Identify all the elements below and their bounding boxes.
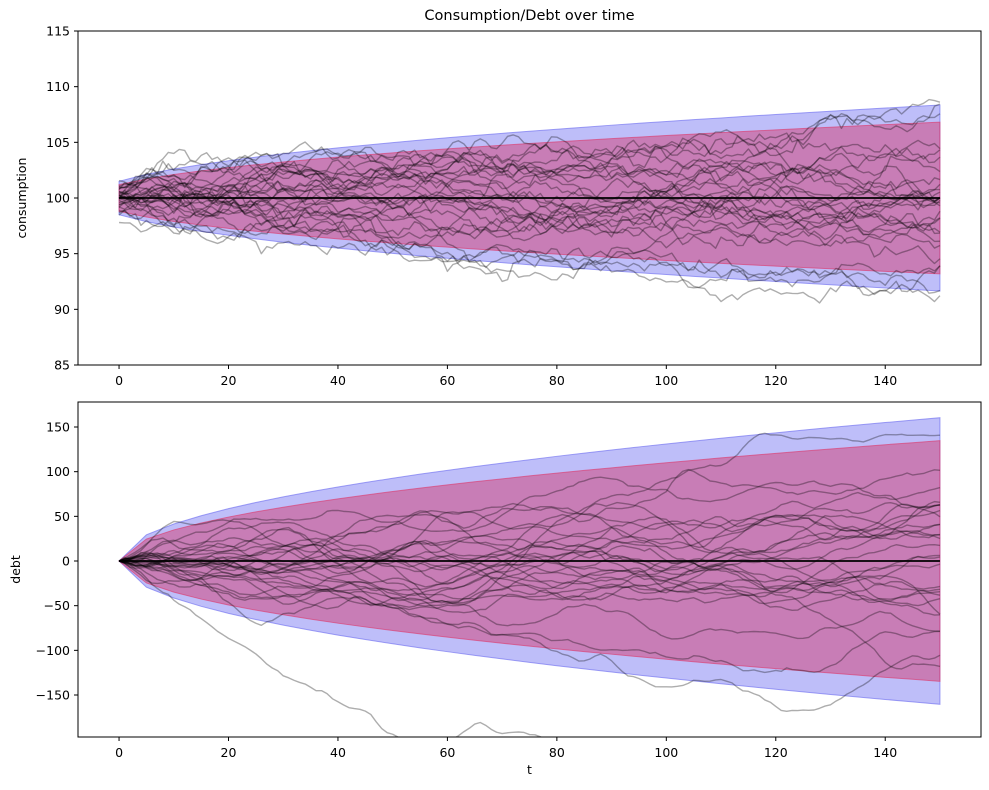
sample-path xyxy=(118,501,941,596)
sample-path xyxy=(118,504,940,604)
sample-path xyxy=(118,156,941,202)
x-tick-label: 0 xyxy=(115,373,123,388)
y-tick-label: −150 xyxy=(36,688,70,703)
sample-path xyxy=(118,184,941,231)
sample-path xyxy=(118,129,941,193)
sample-path xyxy=(118,476,941,565)
sample-path xyxy=(118,182,941,279)
y-tick-label: 150 xyxy=(46,420,70,435)
sample-path xyxy=(118,432,940,627)
sample-path xyxy=(118,161,941,233)
sample-path xyxy=(118,514,941,601)
x-tick-label: 60 xyxy=(439,373,455,388)
sample-path xyxy=(118,148,941,249)
bottom-y-axis-label: debt xyxy=(8,555,23,584)
y-tick-label: 95 xyxy=(54,246,70,261)
y-tick-label: 115 xyxy=(46,24,70,39)
x-tick-label: 0 xyxy=(115,745,123,760)
sample-path xyxy=(118,185,940,235)
sample-path xyxy=(118,552,941,601)
debt-plot-area xyxy=(118,417,941,737)
sample-path xyxy=(118,113,941,211)
sample-path xyxy=(118,134,941,198)
axes-frame xyxy=(77,401,982,738)
sample-path xyxy=(118,513,941,605)
sample-path xyxy=(118,186,941,283)
sample-path xyxy=(118,147,941,208)
x-tick-label: 60 xyxy=(439,745,455,760)
sample-path xyxy=(118,535,941,592)
sample-path xyxy=(118,189,941,233)
sample-path xyxy=(119,500,941,575)
sample-path xyxy=(118,199,941,294)
x-tick-label: 120 xyxy=(764,373,788,388)
sample-path xyxy=(118,148,940,196)
sample-path xyxy=(118,468,941,574)
sample-path xyxy=(118,144,941,205)
sample-path xyxy=(118,526,941,601)
x-tick-label: 40 xyxy=(330,745,346,760)
y-tick-label: 100 xyxy=(46,464,70,479)
x-tick-label: 80 xyxy=(549,373,565,388)
sample-path xyxy=(118,98,941,207)
x-tick-label: 80 xyxy=(549,745,565,760)
x-tick-label: 140 xyxy=(873,745,897,760)
sample-path xyxy=(118,486,941,571)
y-tick-label: 105 xyxy=(46,135,70,150)
sample-path xyxy=(118,539,941,601)
sample-path xyxy=(118,207,941,303)
sample-path xyxy=(119,544,941,607)
y-tick-label: 110 xyxy=(46,79,70,94)
y-tick-label: 85 xyxy=(54,358,70,373)
sample-path xyxy=(119,514,940,590)
y-tick-label: −50 xyxy=(44,598,70,613)
sample-path xyxy=(118,557,941,713)
sample-path xyxy=(118,527,940,588)
sample-path xyxy=(118,177,940,238)
sample-path xyxy=(118,503,941,606)
x-tick-label: 140 xyxy=(873,373,897,388)
debt-subplot: 0 20 40 60 80 100 120 140 −150 −100 −50 0 50 100 150 xyxy=(36,401,982,760)
sample-path xyxy=(119,516,941,607)
chart-title: Consumption/Debt over time xyxy=(424,8,634,24)
x-tick-label: 20 xyxy=(221,745,237,760)
sample-path xyxy=(118,141,941,222)
sample-path xyxy=(118,188,941,265)
sample-path xyxy=(119,521,941,612)
x-tick-label: 100 xyxy=(654,373,678,388)
sample-path xyxy=(118,552,940,640)
sample-path xyxy=(118,560,941,670)
sample-path xyxy=(119,556,940,616)
sample-path xyxy=(118,189,940,251)
x-axis-label: t xyxy=(527,762,532,777)
sample-path xyxy=(118,200,941,249)
x-tick-label: 40 xyxy=(330,373,346,388)
y-tick-label: −100 xyxy=(36,643,70,658)
sample-path xyxy=(118,504,941,563)
x-tick-label: 20 xyxy=(221,373,237,388)
sample-path xyxy=(118,202,941,304)
y-tick-label: 90 xyxy=(54,302,70,317)
sample-path xyxy=(118,173,941,230)
sample-path xyxy=(118,194,941,241)
sample-path xyxy=(118,143,941,218)
consumption-subplot: 0 20 40 60 80 100 120 140 85 90 95 100 105 110 115 xyxy=(46,24,982,388)
sample-path xyxy=(118,545,941,615)
sample-path xyxy=(118,523,941,580)
x-tick-label: 100 xyxy=(654,745,678,760)
y-tick-label: 0 xyxy=(62,554,70,569)
sample-path xyxy=(118,180,941,235)
x-tick-label: 120 xyxy=(764,745,788,760)
sample-path xyxy=(118,103,941,205)
y-tick-label: 100 xyxy=(46,191,70,206)
sample-path xyxy=(118,560,940,674)
top-y-axis-label: consumption xyxy=(14,158,29,239)
sample-path xyxy=(118,560,543,737)
y-tick-label: 50 xyxy=(54,509,70,524)
consumption-plot-area xyxy=(118,98,941,304)
